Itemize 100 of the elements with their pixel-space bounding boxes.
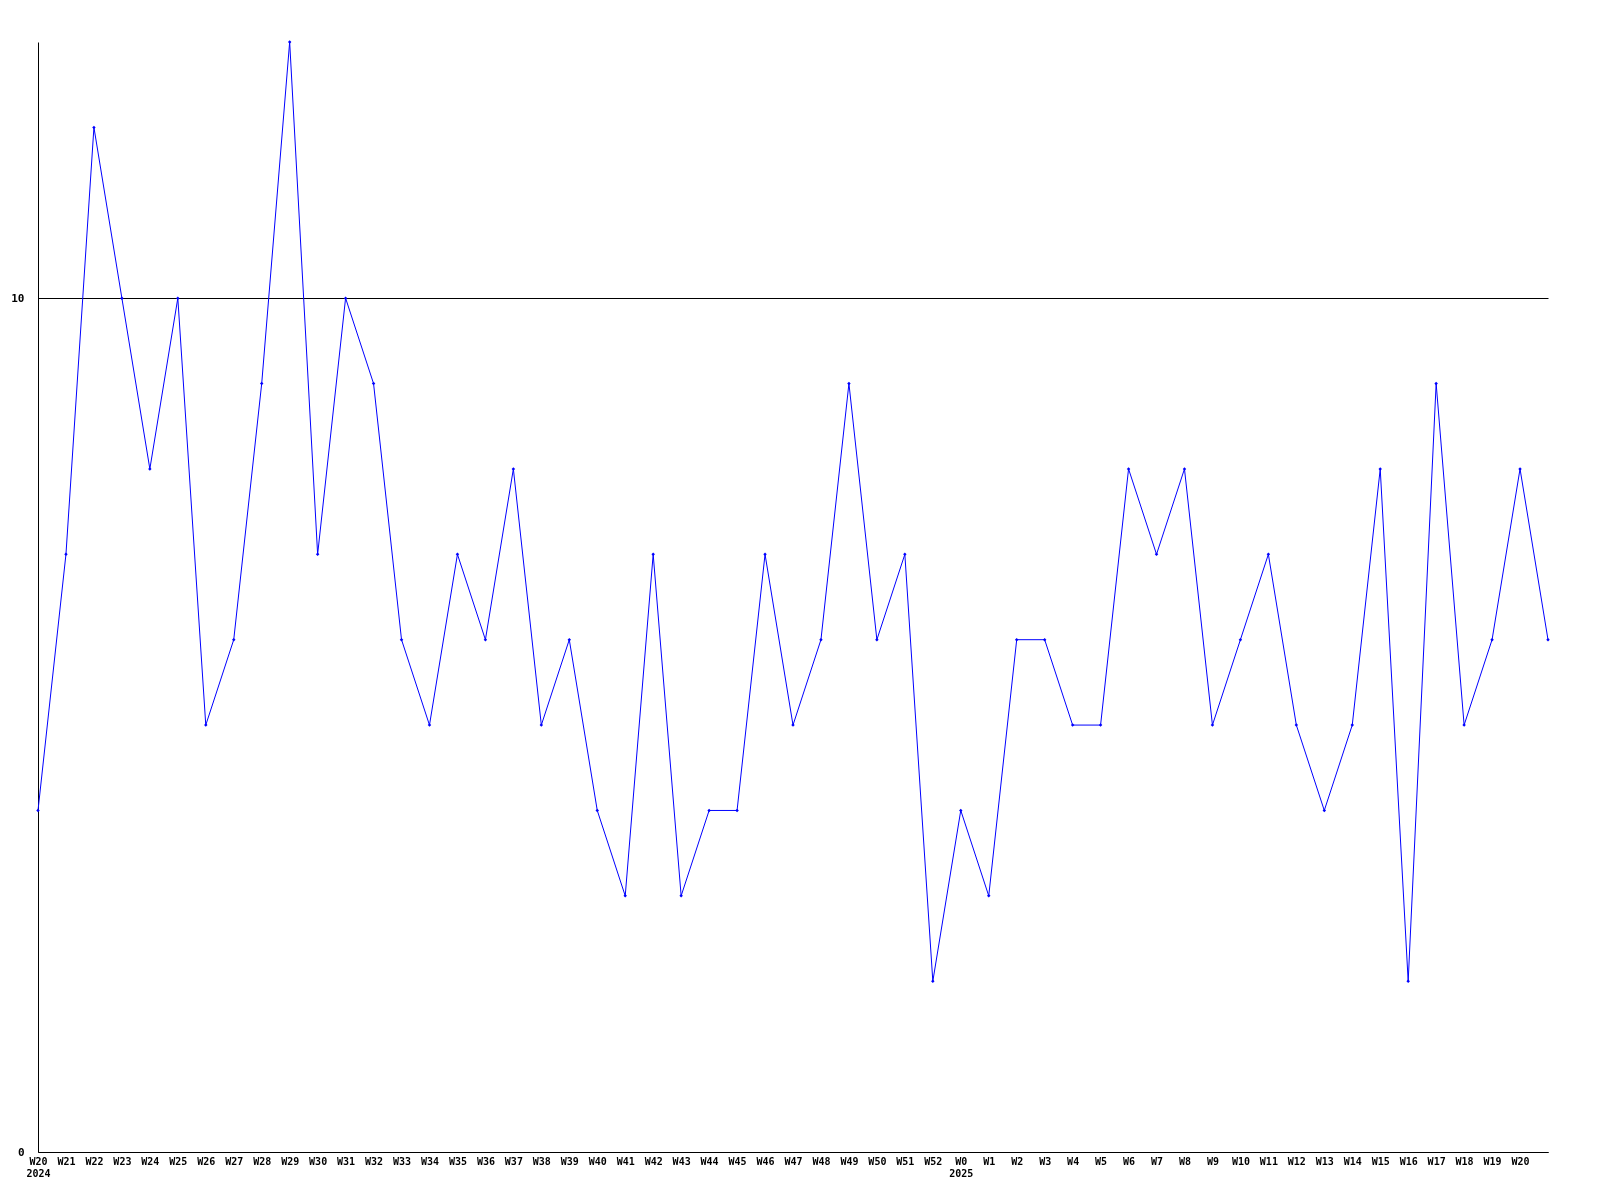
x-tick-label: W26: [197, 1155, 216, 1167]
x-tick-label: W2: [1011, 1155, 1024, 1167]
x-tick-label: W52: [924, 1155, 943, 1167]
x-tick-label: W24: [141, 1155, 160, 1167]
x-tick-label: W47: [784, 1155, 803, 1167]
x-tick-label: W27: [225, 1155, 244, 1167]
x-tick-label: W51: [896, 1155, 915, 1167]
x-tick-label: W0 2025: [949, 1155, 974, 1179]
x-tick-label: W19: [1483, 1155, 1502, 1167]
x-tick-label: W16: [1399, 1155, 1418, 1167]
point: [176, 296, 180, 300]
x-tick-label: W21: [57, 1155, 76, 1167]
point: [987, 894, 991, 898]
x-tick-label: W30: [309, 1155, 328, 1167]
x-tick-label: W9: [1206, 1155, 1219, 1167]
x-tick-label: W48: [812, 1155, 831, 1167]
point: [483, 637, 488, 642]
point: [1546, 637, 1550, 642]
point: [1182, 467, 1187, 471]
x-tick-label: W18: [1455, 1155, 1474, 1167]
point: [567, 637, 572, 642]
point: [595, 808, 599, 813]
y-tick-label: 10: [11, 291, 25, 305]
point: [735, 808, 739, 813]
x-tick-label: W40: [588, 1155, 607, 1167]
x-tick-label: W1: [983, 1155, 996, 1167]
x-tick-label: W4: [1067, 1155, 1080, 1167]
x-tick-label: W5: [1095, 1155, 1108, 1167]
x-tick-label: W10: [1231, 1155, 1250, 1167]
point: [1434, 381, 1438, 386]
point: [1490, 637, 1494, 642]
x-tick-label: W39: [560, 1155, 579, 1167]
x-tick-label: W41: [616, 1155, 635, 1167]
x-tick-label: W3: [1039, 1155, 1052, 1167]
x-tick-label: W34: [420, 1155, 440, 1167]
x-tick-label: W14: [1343, 1155, 1362, 1167]
x-tick-label: W12: [1287, 1155, 1306, 1167]
point: [1294, 723, 1299, 727]
x-tick-label: W20: [1511, 1155, 1530, 1167]
x-tick-label: W49: [840, 1155, 859, 1167]
point: [679, 894, 683, 898]
x-tick-label: W45: [728, 1155, 747, 1167]
x-tick-label: W8: [1178, 1155, 1191, 1167]
x-tick-label: W43: [672, 1155, 691, 1167]
x-tick-label: W32: [365, 1155, 384, 1167]
point: [1126, 467, 1131, 471]
x-tick-label: W6: [1123, 1155, 1136, 1167]
point: [903, 552, 907, 557]
x-tick-label: W44: [700, 1155, 719, 1167]
x-tick-label: W33: [392, 1155, 412, 1167]
point: [64, 552, 68, 557]
point: [875, 637, 879, 642]
point: [92, 125, 96, 130]
point: [287, 40, 292, 44]
x-tick-label: W22: [85, 1155, 104, 1167]
point: [1378, 467, 1382, 471]
x-tick-label: W31: [337, 1155, 356, 1167]
x-tick-label: W29: [281, 1155, 300, 1167]
point: [539, 723, 544, 727]
x-tick-label: W11: [1259, 1155, 1278, 1167]
x-tick-label: W38: [532, 1155, 551, 1167]
point: [1210, 723, 1215, 727]
point: [1406, 979, 1410, 983]
x-tick-label: W13: [1315, 1155, 1334, 1167]
x-tick-label: W28: [253, 1155, 272, 1167]
point: [315, 552, 320, 557]
x-tick-label: W35: [448, 1155, 467, 1167]
x-tick-label: W46: [756, 1155, 775, 1167]
x-tick-label: W7: [1151, 1155, 1164, 1167]
point: [1014, 637, 1019, 642]
point: [1350, 723, 1354, 727]
point: [819, 637, 823, 642]
x-tick-label: W50: [868, 1155, 887, 1167]
x-tick-label: W20 2024: [26, 1155, 51, 1179]
point: [1266, 552, 1271, 557]
point: [651, 552, 655, 557]
point: [36, 808, 40, 813]
x-tick-label: W37: [504, 1155, 523, 1167]
point: [707, 808, 711, 813]
x-tick-label: W42: [644, 1155, 663, 1167]
point: [1238, 637, 1243, 642]
point: [511, 467, 516, 471]
point: [1042, 637, 1047, 642]
point: [763, 552, 767, 557]
x-tick-label: W25: [169, 1155, 188, 1167]
point: [427, 723, 432, 727]
x-tick-label: W36: [476, 1155, 495, 1167]
point: [1070, 723, 1075, 727]
x-tick-label: W17: [1427, 1155, 1446, 1167]
x-tick-label: W23: [113, 1155, 132, 1167]
y-tick-label: 0: [17, 1145, 25, 1159]
point: [847, 381, 851, 386]
point: [232, 637, 236, 642]
point: [623, 894, 627, 898]
point: [1098, 723, 1103, 727]
x-tick-label: W15: [1371, 1155, 1390, 1167]
point: [204, 723, 208, 727]
point: [959, 808, 963, 813]
point: [931, 979, 935, 983]
point: [343, 296, 348, 300]
